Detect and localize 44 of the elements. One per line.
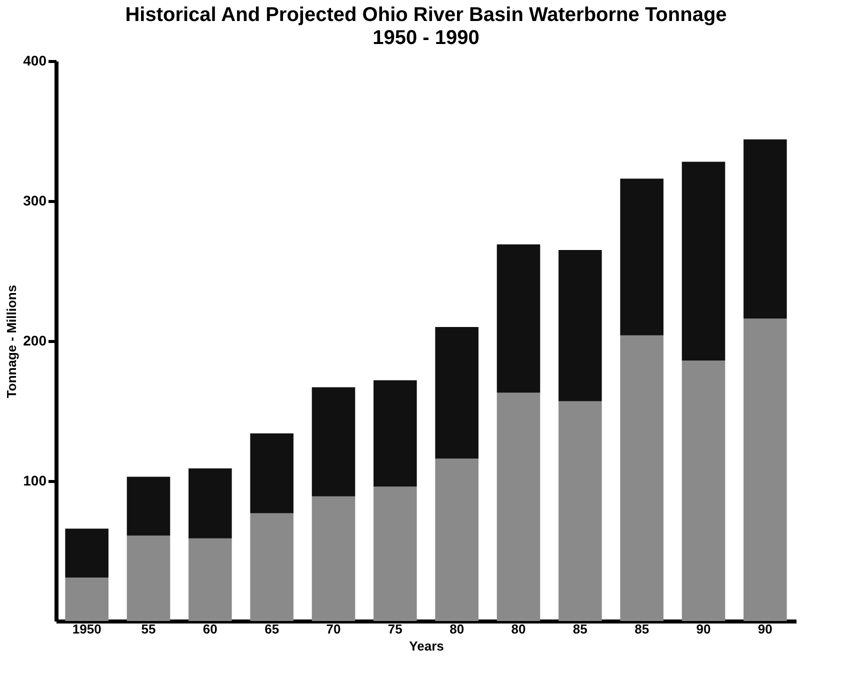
bar [126,536,170,621]
bar [126,476,170,536]
x-axis-title: Years [409,638,444,654]
bar [312,496,356,621]
bar [65,578,108,621]
bar [744,139,787,319]
bar [496,244,540,393]
bar [620,335,664,621]
bar [188,468,232,538]
x-tick-label: 90 [758,622,772,636]
bar [682,162,726,361]
bar [496,392,540,621]
y-axis-title: Tonnage - Millions [4,284,20,398]
bar [250,513,294,621]
y-tick-label: 100 [23,472,47,488]
bar [620,178,664,336]
x-tick-label: 80 [511,622,526,636]
bar [558,250,602,402]
bar [374,380,417,487]
x-tick-label: 90 [696,622,711,636]
bar [312,387,356,496]
x-tick-label: 80 [450,622,464,636]
y-tick-label: 400 [23,52,47,68]
y-tick-label: 300 [23,192,47,208]
bar [682,360,726,621]
x-tick-label: 75 [388,622,402,636]
x-tick-label: 1950 [72,622,102,636]
chart-title: Historical And Projected Ohio River Basin Waterborne Tonnage [125,4,727,26]
bar [558,401,602,621]
x-tick-label: 85 [572,622,588,636]
x-tick-label: 85 [634,622,650,636]
bar [188,538,232,621]
bar [250,433,294,514]
chart-subtitle: 1950 - 1990 [372,27,480,49]
bar [435,458,478,621]
bar [65,528,108,578]
bar [374,486,417,621]
x-tick-label: 55 [141,622,156,636]
x-tick-label: 70 [326,622,341,636]
y-tick-label: 200 [23,332,47,348]
x-tick-label: 65 [264,622,280,636]
x-tick-label: 60 [202,622,218,636]
bar [744,318,787,621]
bar [435,327,478,459]
